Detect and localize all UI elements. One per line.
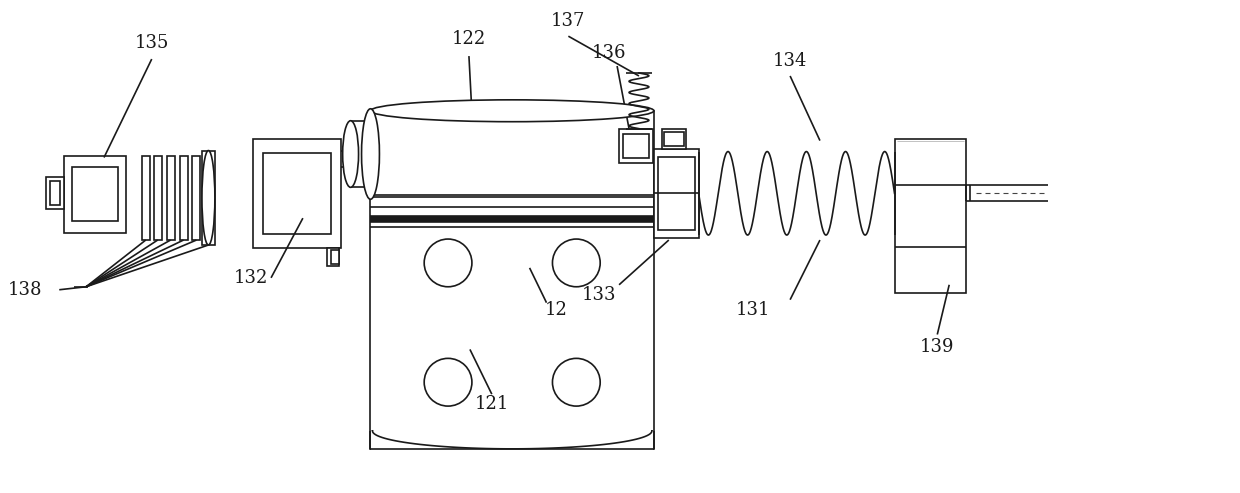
Bar	[326, 248, 339, 266]
Bar	[72, 168, 118, 221]
Bar	[253, 139, 341, 248]
Bar	[154, 155, 161, 240]
Ellipse shape	[202, 150, 215, 245]
Bar	[46, 177, 64, 209]
Bar	[622, 134, 649, 158]
Text: 131: 131	[735, 301, 770, 318]
Bar	[192, 155, 201, 240]
Text: 139: 139	[920, 338, 955, 356]
Text: 12: 12	[546, 301, 568, 318]
Text: 137: 137	[552, 12, 585, 30]
Bar	[64, 155, 126, 233]
Text: 136: 136	[591, 44, 626, 62]
Bar	[372, 431, 653, 451]
Bar	[894, 139, 966, 293]
Bar	[663, 132, 683, 145]
Bar	[351, 121, 371, 187]
Bar	[202, 150, 216, 245]
Bar	[653, 148, 698, 238]
Bar	[263, 152, 331, 234]
Bar	[141, 155, 150, 240]
Text: 134: 134	[773, 52, 807, 70]
Bar	[166, 155, 175, 240]
Bar	[371, 195, 653, 449]
Bar	[619, 129, 653, 164]
Text: 133: 133	[582, 286, 616, 304]
Bar	[180, 155, 187, 240]
Text: 122: 122	[451, 30, 486, 48]
Text: 138: 138	[7, 281, 42, 299]
Ellipse shape	[342, 121, 358, 187]
Text: 121: 121	[475, 395, 508, 413]
Ellipse shape	[371, 100, 653, 122]
Bar	[371, 111, 653, 197]
Bar	[658, 156, 694, 230]
Bar	[331, 250, 339, 264]
Bar	[662, 129, 686, 148]
Bar	[51, 181, 61, 205]
Ellipse shape	[362, 109, 379, 199]
Text: 132: 132	[234, 269, 268, 287]
Text: 135: 135	[135, 34, 169, 52]
